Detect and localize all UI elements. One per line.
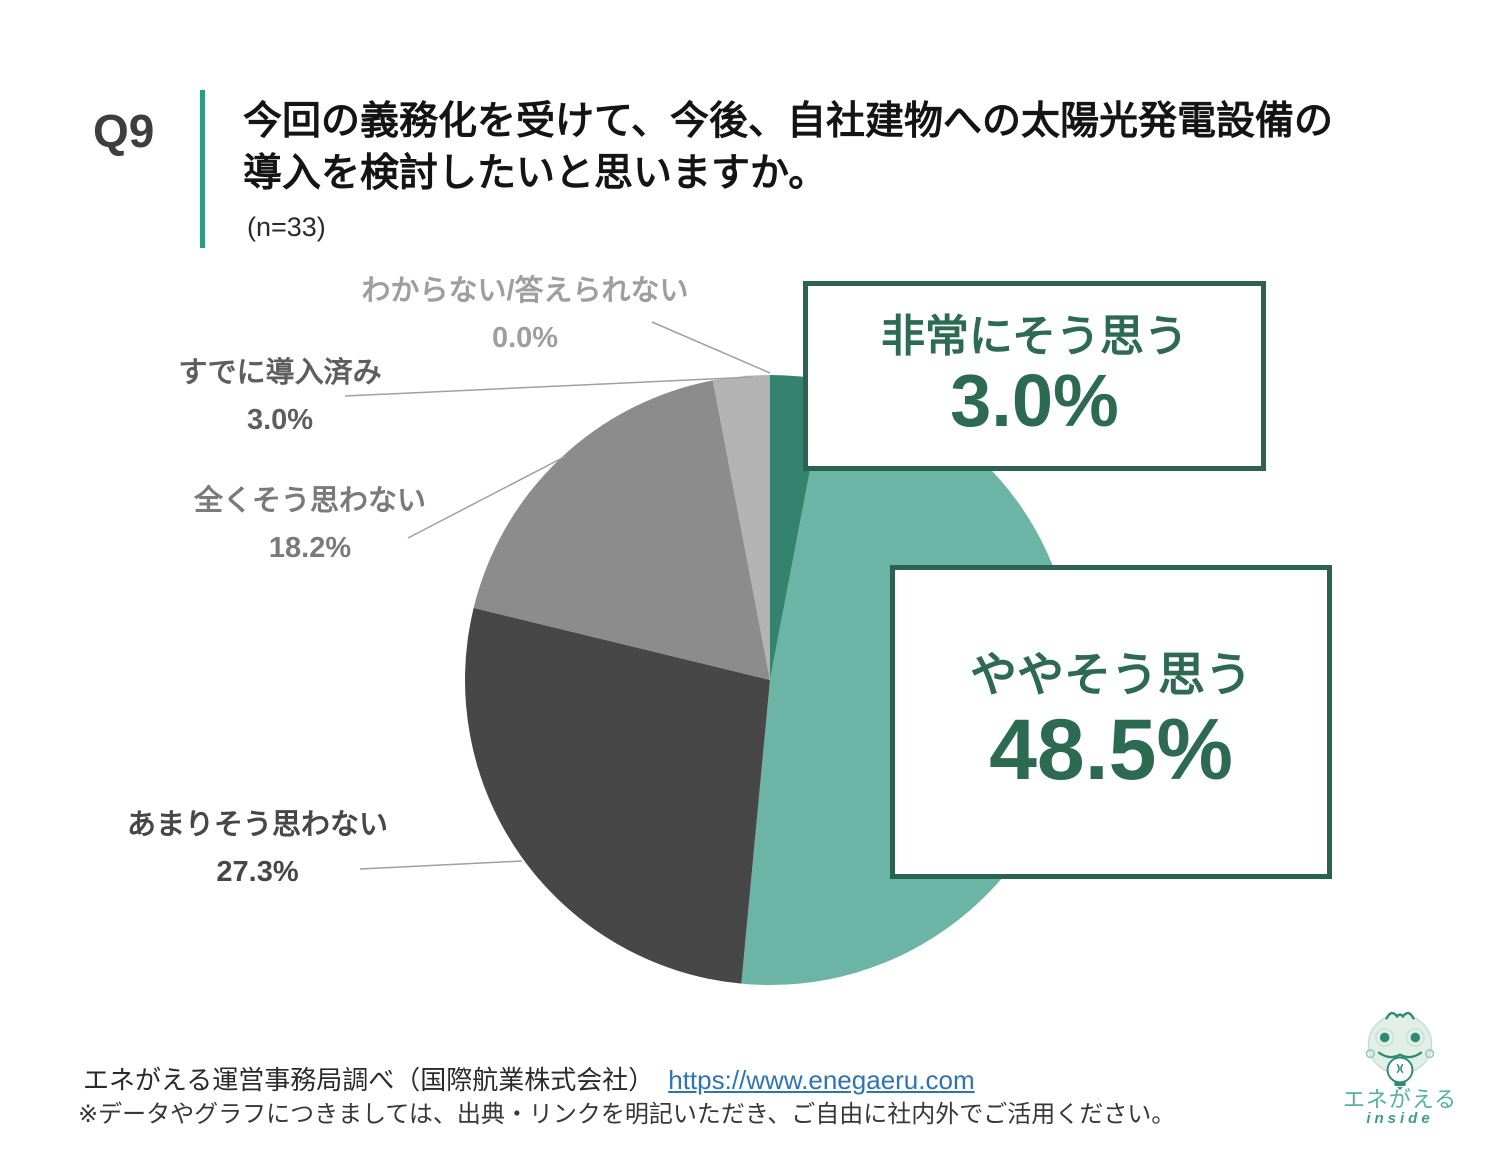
slice-label-sudeni: すでに導入済み 3.0% bbox=[120, 357, 440, 437]
page-title-line1: 今回の義務化を受けて、今後、自社建物への太陽光発電設備の bbox=[243, 100, 1334, 143]
slice-label-percent: 0.0% bbox=[491, 321, 559, 354]
slice-label-text: わからない/答えられない bbox=[361, 275, 689, 307]
page-title: 今回の義務化を受けて、今後、自社建物への太陽光発電設備の 導入を検討したいと思い… bbox=[243, 96, 1333, 201]
pie-slice-2 bbox=[464, 607, 770, 984]
slice-label-wakaranai: わからない/答えられない 0.0% bbox=[350, 275, 700, 355]
footer-note: ※データやグラフにつきましては、出典・リンクを明記いただき、ご自由に社内外でご活… bbox=[78, 1101, 1176, 1128]
slice-label-percent: 18.2% bbox=[268, 531, 352, 564]
slice-label-percent: 3.0% bbox=[246, 403, 314, 436]
callout-value: 3.0% bbox=[950, 358, 1119, 442]
callout-hijouni: 非常にそう思う 3.0% bbox=[803, 281, 1266, 471]
footer-source-text: エネがえる運営事務局調べ（国際航業株式会社） bbox=[83, 1065, 655, 1095]
callout-label: ややそう思う bbox=[970, 648, 1252, 702]
pie-slice-3 bbox=[473, 380, 770, 680]
logo-brand-text: エネがえる bbox=[1342, 1087, 1458, 1112]
slice-label-text: あまりそう思わない bbox=[126, 809, 388, 841]
slice-label-percent: 27.3% bbox=[216, 855, 299, 888]
pie-chart bbox=[464, 375, 1076, 986]
title-accent-bar bbox=[200, 90, 205, 248]
pie-slice-4 bbox=[712, 375, 770, 680]
slice-label-amari: あまりそう思わない 27.3% bbox=[100, 809, 415, 889]
footer-source: エネがえる運営事務局調べ（国際航業株式会社） https://www.enegae… bbox=[83, 1060, 975, 1097]
logo-sub-text: inside bbox=[1366, 1110, 1434, 1127]
sample-size: (n=33) bbox=[247, 212, 326, 242]
slice-label-mattaku: 全くそう思わない 18.2% bbox=[150, 485, 470, 565]
callout-yaya: ややそう思う 48.5% bbox=[890, 565, 1332, 879]
footer-link[interactable]: https://www.enegaeru.com bbox=[668, 1065, 975, 1095]
callout-value: 48.5% bbox=[989, 702, 1233, 799]
callout-label: 非常にそう思う bbox=[880, 311, 1189, 361]
slice-label-text: 全くそう思わない bbox=[193, 485, 426, 517]
enegaeru-frog-logo-icon bbox=[1365, 1011, 1435, 1090]
page-title-line2: 導入を検討したいと思いますか。 bbox=[243, 152, 828, 196]
slice-label-text: すでに導入済み bbox=[178, 357, 382, 389]
question-number: Q9 bbox=[93, 105, 155, 157]
